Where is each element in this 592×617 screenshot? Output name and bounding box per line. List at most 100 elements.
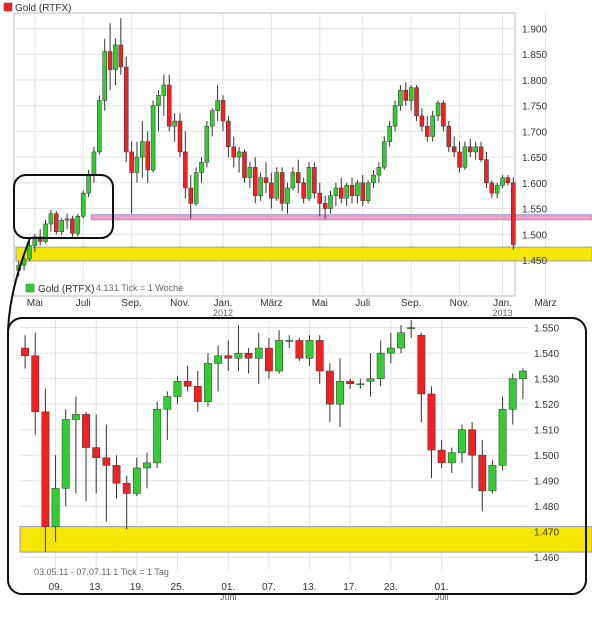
top-chart-bands (15, 214, 592, 262)
candle-body (473, 146, 478, 153)
candle-body (234, 352, 243, 359)
candle-body (224, 355, 233, 359)
y-tick-label: 1.500 (534, 451, 559, 462)
candle-body (132, 467, 141, 494)
candle-body (417, 335, 426, 395)
top-legend-title: Gold (RTFX) (15, 3, 72, 14)
candle-body (360, 182, 366, 202)
candle-body (315, 340, 324, 372)
y-tick-label: 1.600 (522, 179, 547, 190)
support-band (19, 526, 592, 553)
candle-body (244, 352, 253, 359)
candle-body (305, 340, 314, 359)
candle-body (446, 125, 452, 148)
candle-body (478, 146, 484, 160)
candle-body (508, 378, 517, 410)
candle-body (32, 236, 38, 246)
x-tick-label: März (534, 298, 556, 309)
candle-body (505, 177, 511, 184)
x-tick-label: 01. (221, 582, 235, 593)
candle-body (129, 151, 134, 173)
y-tick-label: 1.490 (534, 477, 559, 488)
candle-body (312, 167, 317, 194)
candle-body (457, 151, 462, 168)
candle-body (425, 125, 430, 137)
x-tick-sublabel: 2013 (493, 308, 513, 318)
x-tick-label: 17. (343, 582, 357, 593)
candle-body (252, 167, 258, 196)
candle-body (215, 100, 220, 112)
y-tick-label: 1.550 (534, 324, 559, 335)
candle-body (325, 370, 334, 405)
candle-body (339, 187, 344, 199)
candle-body (437, 449, 446, 464)
y-tick-label: 1.480 (534, 502, 559, 513)
x-tick-sublabel: Juli (435, 592, 449, 602)
candle-body (346, 380, 355, 385)
candle-body (519, 370, 527, 379)
candle-body (150, 105, 156, 171)
candle-body (166, 84, 172, 127)
x-tick-label: 19. (130, 582, 144, 593)
candle-body (274, 172, 280, 199)
candle-body (122, 483, 131, 494)
candle-body (51, 488, 60, 527)
bottom-legend-title: Gold (RTFX) (38, 284, 95, 295)
candle-body (82, 414, 90, 448)
candle-body (107, 51, 113, 70)
zoom-selection-outline (13, 174, 114, 239)
candle-body (263, 177, 269, 184)
candle-body (172, 120, 177, 127)
candle-body (258, 177, 263, 196)
support-band (90, 214, 592, 221)
candle-body (64, 218, 70, 221)
candle-body (376, 167, 382, 176)
bottom-chart-range-note: 03.05.11 - 07.07.11 1 Tick = 1 Tag (34, 567, 169, 577)
x-tick-sublabel: Juni (220, 592, 237, 602)
top-date-fragment: 4.13 (96, 283, 114, 293)
candle-body (231, 146, 237, 158)
bottom-chart-bands (19, 526, 592, 553)
y-tick-label: 1.650 (522, 153, 547, 164)
candle-body (414, 87, 419, 117)
candle-body (27, 245, 32, 260)
candle-body (408, 87, 414, 101)
candle-body (113, 44, 118, 70)
candle-body (102, 457, 111, 466)
candle-body (488, 465, 497, 492)
candle-body (177, 120, 183, 153)
bottom-chart-frame (7, 317, 587, 595)
candle-body (48, 213, 54, 225)
candle-body (140, 141, 145, 158)
x-tick-label: Sep. (121, 298, 142, 309)
candle-body (214, 355, 223, 364)
candle-body (188, 187, 193, 204)
x-tick-label: 23. (384, 582, 398, 593)
candle-body (173, 380, 182, 397)
candle-body (295, 172, 301, 184)
zoom-connector (7, 237, 31, 331)
top-chart-tick-note: 1 Tick = 1 Woche (114, 283, 183, 293)
candle-body (398, 89, 403, 106)
y-tick-label: 1.900 (522, 24, 547, 35)
candle-body (468, 429, 477, 456)
x-tick-label: Jan. (493, 298, 512, 309)
candle-body (145, 141, 150, 171)
candle-body (71, 414, 80, 420)
candle-body (285, 340, 294, 342)
candle-body (143, 462, 151, 469)
candle-body (199, 161, 204, 173)
candle-body (301, 182, 306, 199)
x-tick-label: 25. (171, 582, 185, 593)
candle-body (41, 411, 50, 527)
candle-body (156, 95, 161, 106)
candle-body (75, 215, 81, 234)
x-tick-label: Mai (312, 298, 328, 309)
y-tick-label: 1.800 (522, 76, 547, 87)
y-tick-label: 1.850 (522, 50, 547, 61)
candle-body (407, 327, 416, 329)
top-legend-swatch (3, 2, 13, 12)
top-chart-y-axis: 1.450 1.500 1.550 1.600 1.650 1.700 1.750 1.800… (522, 24, 547, 267)
